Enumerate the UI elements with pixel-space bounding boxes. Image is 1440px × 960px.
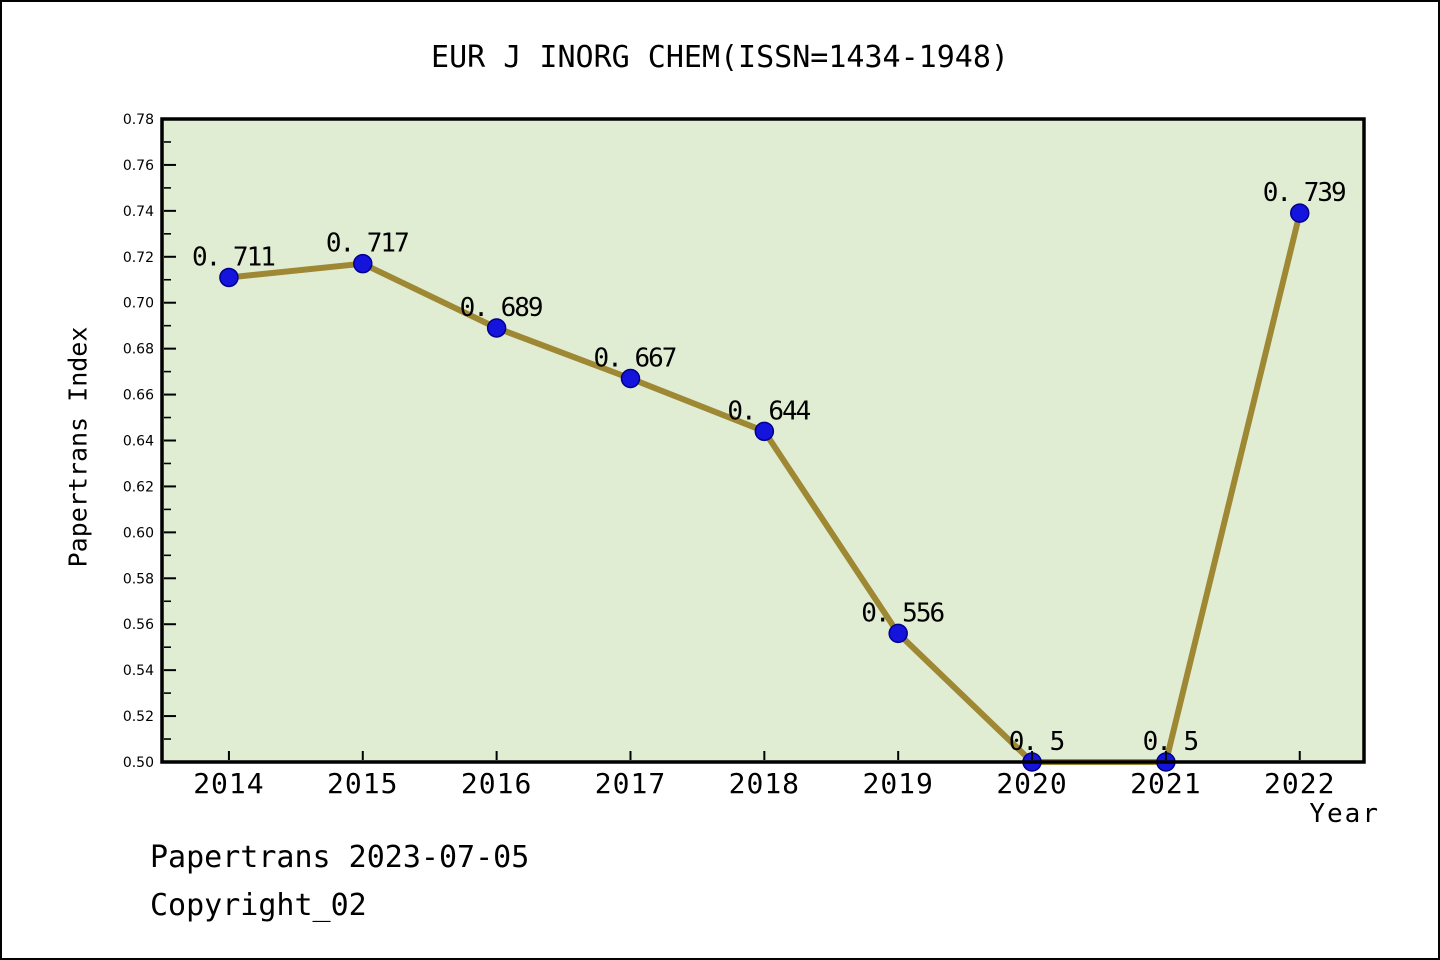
x-tick-label: 2015 bbox=[327, 767, 398, 800]
data-point-label: 0. 689 bbox=[460, 293, 542, 323]
y-tick-label: 0.72 bbox=[123, 250, 154, 266]
data-point-label: 0. 711 bbox=[192, 242, 274, 272]
data-point bbox=[1290, 203, 1310, 223]
x-axis-label: Year bbox=[1309, 799, 1380, 829]
x-tick-label: 2021 bbox=[1130, 767, 1201, 800]
data-point-label: 0. 5 bbox=[1143, 727, 1198, 757]
data-point-label: 0. 644 bbox=[727, 396, 810, 426]
x-tick-label: 2018 bbox=[729, 767, 800, 800]
data-point bbox=[620, 368, 641, 389]
footer-source-date: Papertrans 2023-07-05 bbox=[150, 840, 530, 875]
footer-copyright: Copyright_02 bbox=[150, 888, 367, 923]
data-point-label: 0. 667 bbox=[594, 343, 676, 373]
y-tick-label: 0.66 bbox=[123, 388, 154, 404]
y-axis-label: Papertrans Index bbox=[63, 326, 93, 568]
x-tick-label: 2017 bbox=[595, 767, 666, 800]
x-tick-label: 2019 bbox=[862, 767, 933, 800]
y-tick-label: 0.56 bbox=[123, 617, 154, 633]
data-point bbox=[353, 253, 373, 274]
data-point-label: 0. 556 bbox=[861, 598, 943, 628]
data-point bbox=[486, 318, 507, 338]
x-tick-label: 2020 bbox=[996, 767, 1067, 800]
data-point-label: 0. 739 bbox=[1263, 178, 1345, 208]
x-tick-label: 2022 bbox=[1264, 767, 1335, 800]
y-tick-label: 0.62 bbox=[123, 479, 154, 495]
y-tick-label: 0.68 bbox=[123, 342, 154, 358]
data-point bbox=[888, 623, 908, 644]
y-tick-label: 0.74 bbox=[123, 204, 154, 220]
y-tick-label: 0.70 bbox=[123, 296, 154, 312]
data-point bbox=[219, 267, 239, 288]
x-tick-label: 2014 bbox=[193, 767, 264, 800]
y-tick-label: 0.50 bbox=[123, 755, 154, 771]
y-tick-label: 0.54 bbox=[123, 663, 154, 679]
y-tick-label: 0.52 bbox=[123, 709, 154, 725]
plot-border bbox=[160, 117, 1366, 764]
y-tick-label: 0.76 bbox=[123, 158, 154, 174]
data-point-label: 0. 5 bbox=[1009, 727, 1064, 757]
y-tick-label: 0.78 bbox=[123, 112, 154, 128]
data-point-label: 0. 717 bbox=[326, 229, 408, 259]
y-tick-label: 0.60 bbox=[123, 525, 154, 541]
y-tick-label: 0.64 bbox=[123, 434, 154, 450]
chart-title: EUR J INORG CHEM(ISSN=1434-1948) bbox=[431, 40, 1009, 75]
data-point bbox=[754, 421, 775, 442]
y-tick-label: 0.58 bbox=[123, 571, 154, 587]
x-tick-label: 2016 bbox=[461, 767, 532, 800]
